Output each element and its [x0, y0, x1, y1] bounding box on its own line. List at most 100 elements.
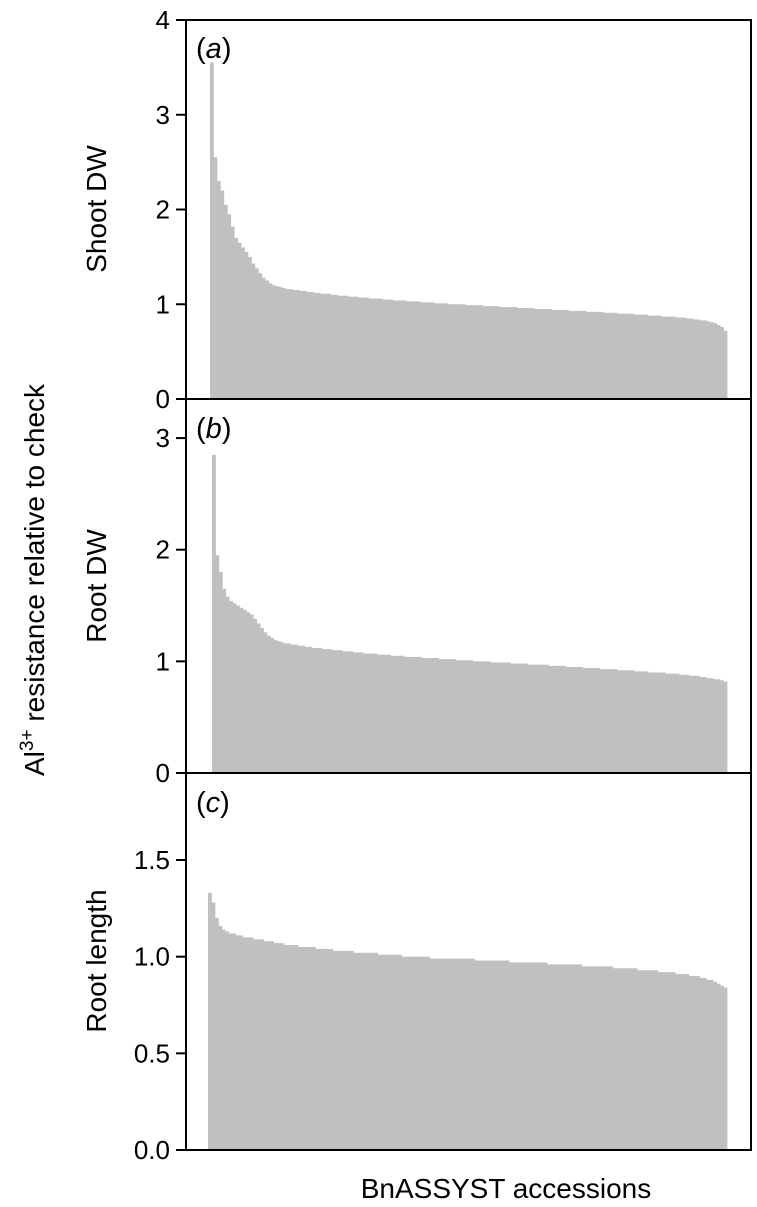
panel-b-bar — [579, 666, 584, 773]
panel-b-bar — [266, 635, 271, 773]
panel-b-bar — [260, 627, 264, 773]
panel-b-bar — [551, 665, 556, 773]
panel-c-bar — [650, 970, 655, 1150]
panel-b-bar — [706, 678, 711, 773]
panel-b-bar — [672, 673, 676, 773]
panel-c-bar — [609, 966, 614, 1150]
panel-a-bar — [434, 303, 438, 399]
panel-c-bar — [574, 964, 579, 1150]
panel-a-bar — [596, 311, 600, 399]
panel-c-bar — [450, 958, 455, 1150]
panel-a-bar — [351, 296, 356, 399]
panel-c-bar — [522, 962, 527, 1150]
panel-a-bar — [627, 313, 631, 399]
panel-b-bar — [280, 642, 285, 773]
panel-a-y-tick-label: 2 — [156, 195, 170, 225]
panel-b-bar — [277, 641, 282, 773]
panel-b-bar — [678, 674, 683, 773]
panel-b-bar — [565, 666, 570, 773]
panel-b-bar — [558, 665, 563, 773]
panel-b-bar — [469, 660, 474, 773]
panel-c-bar — [598, 966, 603, 1150]
panel-b-bar — [462, 660, 467, 773]
panel-a-bar — [223, 204, 228, 399]
panel-a-bar — [509, 307, 514, 399]
panel-c-bar — [349, 950, 354, 1150]
panel-a-bar — [516, 308, 521, 399]
panel-a-bar — [427, 302, 431, 399]
panel-a-bar — [533, 308, 538, 399]
panel-b-bar — [503, 662, 508, 773]
panel-c-bar — [533, 962, 538, 1150]
panel-b-bar — [517, 663, 522, 773]
panel-c-y-tick-label: 1.0 — [134, 942, 170, 972]
panel-a-bar — [585, 311, 590, 399]
panel-a-bar — [496, 306, 500, 399]
panel-a-bar — [654, 315, 659, 399]
panel-c-bar — [477, 960, 482, 1150]
panel-c-bar — [367, 952, 372, 1150]
panel-b-bar — [527, 664, 532, 773]
panel-a-bar — [458, 304, 463, 399]
panel-b-bar — [617, 670, 621, 773]
panel-b-bar — [720, 680, 724, 773]
panel-b-bar — [411, 656, 415, 773]
panel-c-bar — [329, 948, 333, 1150]
panel-c-bar — [529, 962, 534, 1150]
panel-b-y-tick-label: 1 — [156, 646, 170, 676]
panel-a-bar — [309, 291, 314, 399]
panel-b-bar — [682, 674, 687, 773]
panel-b-bar — [455, 660, 460, 773]
panel-b-bar — [383, 654, 388, 773]
panel-c-bar — [304, 947, 309, 1150]
panel-a-bar — [551, 309, 556, 399]
panel-a-bar — [289, 289, 294, 399]
panel-c-bar — [370, 952, 375, 1150]
panel-a-bar — [475, 305, 480, 399]
panel-b-bar — [390, 655, 395, 773]
panel-c-bar — [214, 918, 219, 1150]
panel-c-bar — [277, 943, 282, 1150]
panel-b-bar — [304, 646, 309, 773]
panel-c-bar — [509, 962, 513, 1150]
panel-a-bar — [723, 330, 728, 399]
panel-c-bar — [291, 945, 295, 1150]
panel-b-bar — [342, 651, 347, 773]
panel-a-bar — [234, 237, 238, 399]
panel-a-bar — [482, 306, 487, 399]
panel-c-bar — [706, 979, 711, 1150]
panel-c-bar — [405, 956, 410, 1150]
panel-a-bar — [571, 310, 576, 399]
panel-a-bar — [378, 298, 383, 399]
panel-a-bar — [437, 303, 442, 399]
panel-a-bar — [682, 317, 687, 399]
panel-a-bar — [347, 296, 352, 399]
panel-a-bar — [713, 323, 718, 399]
panel-c-bar — [297, 947, 302, 1150]
panel-b-bar — [555, 665, 560, 773]
panel-c-bar — [318, 948, 323, 1150]
panel-c-bar — [273, 943, 278, 1150]
panel-b-bar — [562, 665, 567, 773]
panel-b-bar — [702, 676, 707, 773]
panel-a-bar — [671, 316, 676, 399]
panel-c-bar — [595, 966, 600, 1150]
panel-a-bars — [210, 62, 728, 400]
panel-a-bar — [413, 301, 418, 399]
panel-b-bar — [249, 614, 254, 773]
panel-a-bar — [316, 292, 321, 399]
panel-c-bar — [443, 958, 448, 1150]
panel-a-bar — [323, 293, 328, 399]
panel-b-bar — [624, 670, 628, 773]
panel-a-bar — [296, 290, 301, 399]
panel-b-bar — [648, 672, 652, 773]
panel-a-bar — [371, 298, 376, 399]
panel-b-bar — [452, 659, 457, 773]
panel-b-bar — [404, 656, 409, 773]
panel-b-bar — [696, 675, 700, 773]
panel-b-bar — [514, 663, 518, 773]
panel-b-bar — [421, 658, 426, 773]
panel-b-bar — [232, 603, 237, 773]
panel-b-bar — [225, 596, 230, 773]
panel-c-bar — [723, 987, 728, 1150]
